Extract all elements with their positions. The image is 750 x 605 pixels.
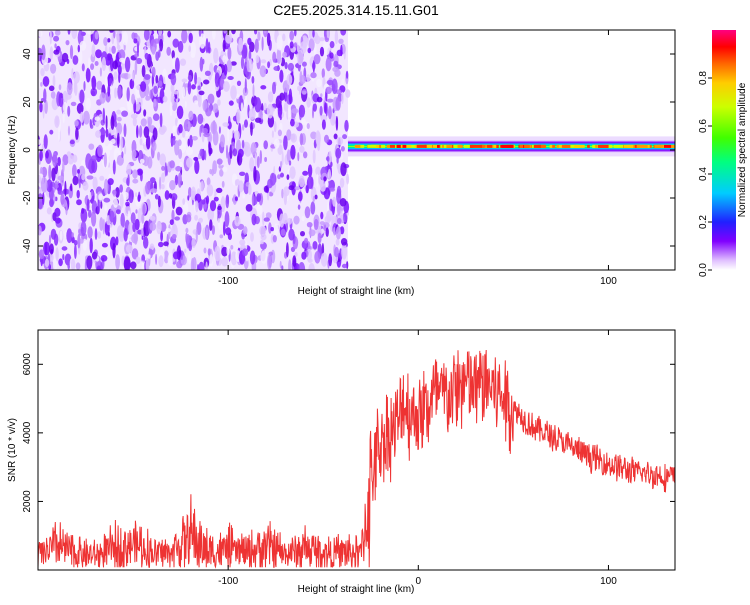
figure-title: C2E5.2025.314.15.11.G01	[273, 2, 439, 18]
snr-frame	[37, 329, 676, 571]
snr-axes: -100 0 100 2000 4000 6000	[22, 330, 675, 587]
colorbar-tick-label: 0.2	[698, 215, 709, 229]
colorbar-label: Normalized spectral amplitude	[737, 82, 748, 217]
snr-x-tick-label: -100	[218, 576, 238, 587]
spectrogram-axes: -100 100 -40 -20 0 20 40	[22, 30, 675, 287]
signal-band	[347, 136, 675, 157]
snr-x-tick-label: 100	[600, 576, 617, 587]
spectrogram-y-tick-label: -40	[22, 238, 33, 253]
snr-y-tick-label: 4000	[22, 421, 33, 444]
spectrogram-xlabel: Height of straight line (km)	[298, 286, 415, 297]
colorbar-axes: 0.0 0.2 0.4 0.6 0.8	[698, 71, 712, 277]
snr-x-tick-label: 0	[416, 576, 422, 587]
spectrogram-x-tick-label: 100	[600, 276, 617, 287]
spectrogram-y-tick-label: -20	[22, 190, 33, 205]
snr-xlabel: Height of straight line (km)	[298, 584, 415, 595]
snr-series-line	[38, 349, 675, 569]
spectrogram-panel: -100 100 -40 -20 0 20 40 Height of straight li…	[7, 29, 676, 297]
colorbar-tick-label: 0.6	[698, 119, 709, 133]
colorbar-gradient	[712, 30, 736, 270]
colorbar: 0.0 0.2 0.4 0.6 0.8 Normalized spectral ampl…	[698, 30, 748, 277]
spectrogram-y-tick-label: 0	[22, 147, 33, 153]
spectrogram-y-tick-label: 20	[22, 96, 33, 108]
colorbar-tick-label: 0.4	[698, 167, 709, 181]
snr-panel: -100 0 100 2000 4000 6000 Height of straight …	[7, 329, 676, 595]
snr-y-tick-label: 2000	[22, 490, 33, 513]
spectrogram-x-tick-label: -100	[218, 276, 238, 287]
colorbar-tick-label: 0.8	[698, 71, 709, 85]
spectrogram-image	[38, 30, 675, 270]
snr-y-tick-label: 6000	[22, 353, 33, 376]
colorbar-tick-label: 0.0	[698, 263, 709, 277]
snr-ylabel: SNR (10 * v/v)	[7, 418, 18, 482]
spectrogram-y-tick-label: 40	[22, 48, 33, 60]
noise-region	[38, 30, 351, 270]
spectrogram-ylabel: Frequency (Hz)	[7, 116, 18, 185]
